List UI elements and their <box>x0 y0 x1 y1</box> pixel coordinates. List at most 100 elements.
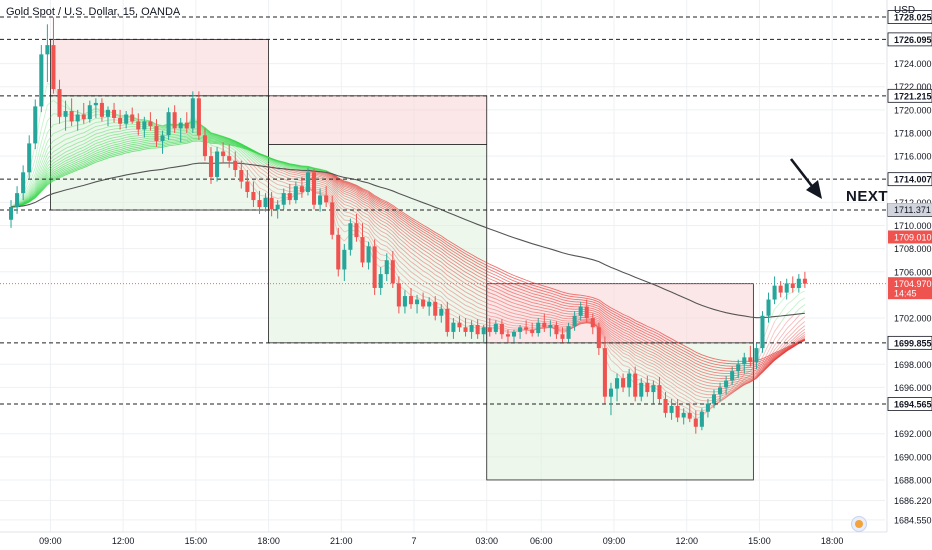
ribbon-segment <box>126 128 133 131</box>
ribbon-segment <box>283 164 290 168</box>
ribbon-segment <box>59 154 66 160</box>
ribbon-segment <box>295 165 303 169</box>
ribbon-segment <box>404 226 412 232</box>
ribbon-segment <box>683 347 690 352</box>
ribbon-segment <box>174 140 181 143</box>
ribbon-segment <box>513 277 521 281</box>
ribbon-segment <box>471 294 478 300</box>
ribbon-segment <box>356 196 363 202</box>
candle-body <box>511 331 517 337</box>
ribbon-segment <box>289 166 296 169</box>
ribbon-segment <box>501 312 509 316</box>
candle-body <box>730 371 735 381</box>
ribbon-segment <box>501 290 509 295</box>
ribbon-segment <box>616 347 624 354</box>
ribbon-segment <box>174 143 181 146</box>
candle-body <box>45 45 50 55</box>
tradingview-logo-icon[interactable] <box>851 516 867 532</box>
ribbon-segment <box>398 213 406 218</box>
ribbon-segment <box>507 283 515 288</box>
ribbon-segment <box>325 187 333 194</box>
candle-body <box>336 234 341 270</box>
ribbon-segment <box>671 357 678 363</box>
ribbon-segment <box>89 117 97 122</box>
ribbon-segment <box>362 191 369 196</box>
ribbon-segment <box>356 189 363 195</box>
ribbon-segment <box>362 203 369 208</box>
ribbon-segment <box>750 377 757 382</box>
ribbon-segment <box>162 140 169 144</box>
ribbon-segment <box>798 325 806 331</box>
ribbon-segment <box>713 358 721 361</box>
ribbon-segment <box>435 241 442 247</box>
ribbon-segment <box>428 237 436 243</box>
ribbon-segment <box>447 297 454 303</box>
ribbon-segment <box>404 219 412 225</box>
ribbon-segment <box>40 120 48 143</box>
ribbon-segment <box>440 291 448 299</box>
ribbon-segment <box>647 328 654 332</box>
ribbon-segment <box>271 167 278 172</box>
ribbon-segment <box>653 355 660 360</box>
ribbon-segment <box>459 271 466 277</box>
ribbon-segment <box>489 311 496 315</box>
ribbon-segment <box>356 198 363 204</box>
ribbon-segment <box>441 258 448 264</box>
ribbon-segment <box>519 285 527 289</box>
ribbon-segment <box>253 186 260 196</box>
ribbon-segment <box>459 267 466 273</box>
ribbon-segment <box>683 361 690 367</box>
ribbon-segment <box>283 185 290 189</box>
ribbon-segment <box>47 179 54 185</box>
ribbon-segment <box>77 136 84 140</box>
ribbon-segment <box>519 294 527 298</box>
ribbon-segment <box>701 393 709 396</box>
ribbon-segment <box>447 263 454 268</box>
ribbon-segment <box>422 265 430 271</box>
ribbon-segment <box>592 303 600 307</box>
ribbon-segment <box>28 188 36 198</box>
ribbon-segment <box>156 146 163 149</box>
zone-border-1 <box>268 95 488 344</box>
ribbon-segment <box>434 244 442 250</box>
ribbon-segment <box>453 283 460 289</box>
ribbon-segment <box>59 139 66 144</box>
ribbon-segment <box>374 215 381 221</box>
ribbon-segment <box>689 397 697 403</box>
level-badge-label: 1726.095 <box>894 35 932 45</box>
ribbon-segment <box>47 167 54 175</box>
ribbon-segment <box>180 137 187 139</box>
ribbon-segment <box>519 298 527 301</box>
ribbon-segment <box>489 315 496 318</box>
ribbon-segment <box>186 136 193 140</box>
ribbon-segment <box>628 344 636 350</box>
ribbon-segment <box>622 346 630 351</box>
ribbon-segment <box>665 394 672 399</box>
ribbon-segment <box>180 142 187 145</box>
ribbon-segment <box>386 217 394 223</box>
candle-body <box>699 411 704 427</box>
ribbon-segment <box>89 133 97 138</box>
ribbon-segment <box>77 143 84 147</box>
ribbon-segment <box>628 334 636 340</box>
ribbon-segment <box>495 287 503 292</box>
ribbon-segment <box>598 308 606 314</box>
ribbon-segment <box>344 211 351 214</box>
ribbon-segment <box>671 375 678 381</box>
ribbon-segment <box>677 394 684 399</box>
ribbon-segment <box>659 367 666 373</box>
ribbon-segment <box>40 158 48 173</box>
ribbon-segment <box>65 160 72 164</box>
ribbon-segment <box>568 293 575 296</box>
ribbon-segment <box>725 392 733 398</box>
ribbon-segment <box>592 310 600 314</box>
ribbon-segment <box>40 180 48 189</box>
ribbon-segment <box>440 269 448 276</box>
ribbon-segment <box>477 290 484 295</box>
ribbon-segment <box>356 215 363 223</box>
ribbon-segment <box>65 157 72 162</box>
ribbon-segment <box>683 370 690 376</box>
ribbon-segment <box>592 316 600 320</box>
